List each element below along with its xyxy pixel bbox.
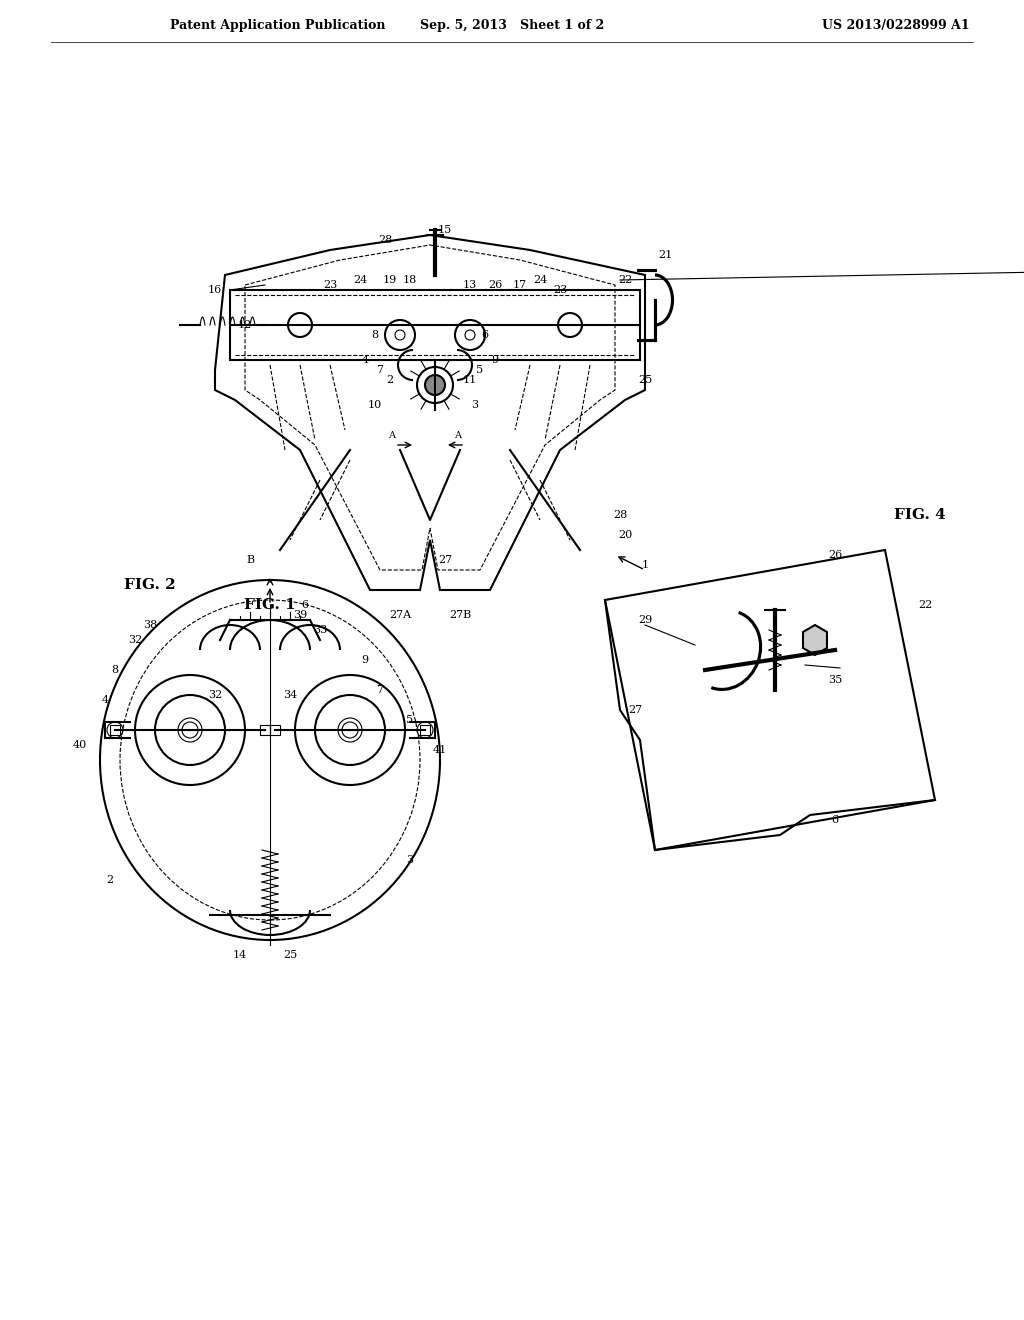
Text: 24: 24: [532, 275, 547, 285]
Text: 23: 23: [323, 280, 337, 290]
Text: 4: 4: [101, 696, 109, 705]
Text: FIG. 4: FIG. 4: [894, 508, 946, 521]
Text: 2: 2: [386, 375, 393, 385]
Text: 7: 7: [377, 685, 384, 696]
Text: 6: 6: [831, 814, 839, 825]
Text: 40: 40: [73, 741, 87, 750]
Text: 18: 18: [402, 275, 417, 285]
Text: 24: 24: [353, 275, 368, 285]
Text: FIG. 1: FIG. 1: [244, 598, 296, 612]
Text: 20: 20: [617, 531, 632, 540]
Text: 13: 13: [463, 280, 477, 290]
Text: 8: 8: [112, 665, 119, 675]
Text: 21: 21: [657, 249, 672, 260]
Text: 22: 22: [617, 275, 632, 285]
Text: 2: 2: [106, 875, 114, 884]
Text: 3: 3: [471, 400, 478, 411]
Text: 26: 26: [827, 550, 842, 560]
Text: Sep. 5, 2013   Sheet 1 of 2: Sep. 5, 2013 Sheet 1 of 2: [420, 18, 604, 32]
Bar: [420, 725, 430, 735]
Bar: [260, 725, 270, 735]
Text: 26: 26: [487, 280, 502, 290]
Bar: [270, 725, 280, 735]
Text: 9: 9: [361, 655, 369, 665]
Text: 27B: 27B: [449, 610, 471, 620]
Text: 27A: 27A: [389, 610, 411, 620]
Text: 19: 19: [383, 275, 397, 285]
Text: 27: 27: [628, 705, 642, 715]
Text: 28: 28: [613, 510, 627, 520]
Text: 16: 16: [208, 285, 222, 294]
Text: 8: 8: [372, 330, 379, 341]
Text: 29: 29: [638, 615, 652, 624]
Text: 1: 1: [641, 560, 648, 570]
Text: 32: 32: [128, 635, 142, 645]
Text: 6: 6: [301, 601, 308, 610]
Polygon shape: [803, 624, 827, 655]
Text: 22: 22: [918, 601, 932, 610]
Text: 25: 25: [283, 950, 297, 960]
Text: 4: 4: [361, 355, 369, 366]
Text: 3: 3: [407, 855, 414, 865]
Text: Patent Application Publication: Patent Application Publication: [170, 18, 385, 32]
Bar: [110, 725, 120, 735]
Text: 10: 10: [368, 400, 382, 411]
Text: 11: 11: [463, 375, 477, 385]
Text: 41: 41: [433, 744, 447, 755]
Text: 33: 33: [313, 624, 327, 635]
Text: 32: 32: [208, 690, 222, 700]
Text: 15: 15: [438, 224, 453, 235]
Text: 9: 9: [492, 355, 499, 366]
Text: 35: 35: [827, 675, 842, 685]
Text: 14: 14: [232, 950, 247, 960]
Text: 17: 17: [513, 280, 527, 290]
Circle shape: [425, 375, 445, 395]
Text: US 2013/0228999 A1: US 2013/0228999 A1: [822, 18, 970, 32]
Text: 5: 5: [476, 366, 483, 375]
Text: A: A: [455, 430, 462, 440]
Text: 27: 27: [438, 554, 452, 565]
Text: 6: 6: [481, 330, 488, 341]
Text: 39: 39: [293, 610, 307, 620]
Text: 23: 23: [553, 285, 567, 294]
Text: FIG. 2: FIG. 2: [124, 578, 176, 591]
Text: 25: 25: [638, 375, 652, 385]
Text: A: A: [388, 430, 395, 440]
Text: 38: 38: [143, 620, 157, 630]
Text: 7: 7: [377, 366, 384, 375]
Text: 12: 12: [238, 319, 252, 330]
Text: 34: 34: [283, 690, 297, 700]
Text: 5: 5: [407, 715, 414, 725]
Text: 28: 28: [378, 235, 392, 246]
Text: B: B: [246, 554, 254, 565]
